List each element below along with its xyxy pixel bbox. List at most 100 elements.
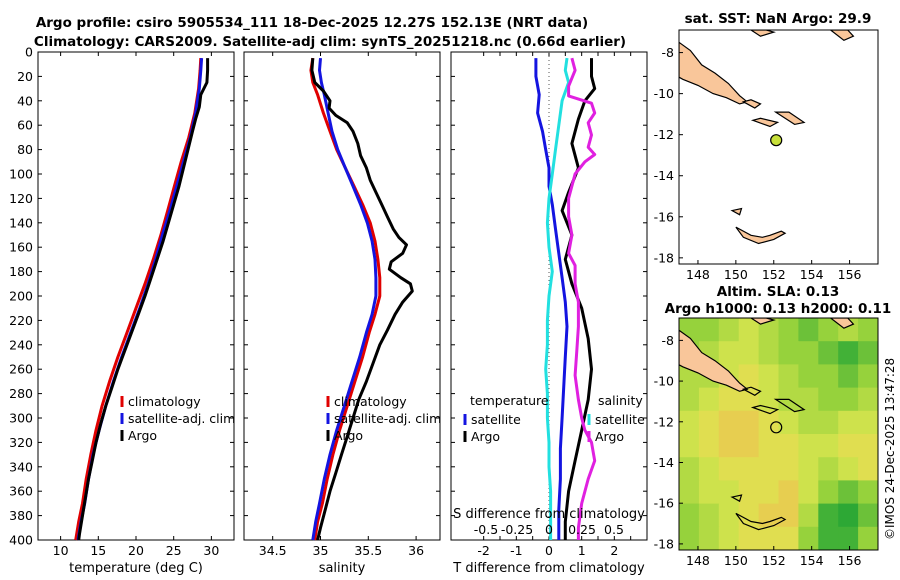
sla-cell <box>738 387 760 412</box>
island-coast <box>750 117 780 128</box>
xtick-label: 15 <box>90 543 106 558</box>
map-xtick-label: 156 <box>838 267 862 282</box>
ytick-label: 240 <box>9 337 33 352</box>
sla-cell <box>698 457 720 481</box>
sla-land <box>679 318 855 531</box>
series-line-satellite-adj-clim <box>311 57 378 541</box>
island-coast <box>730 494 743 503</box>
sla-argo-marker <box>770 421 783 434</box>
island-coast <box>730 207 743 216</box>
salinity-ticks: 34.5 35 35.5 36 <box>244 51 440 558</box>
xtick-label: 25 <box>166 543 182 558</box>
sla-cell <box>818 434 839 458</box>
sla-cell <box>698 387 720 412</box>
xtick-label: 2 <box>610 543 618 558</box>
sla-cell <box>718 480 740 505</box>
sla-cell <box>858 526 878 550</box>
map-xtick-label: 148 <box>686 553 710 568</box>
sla-cell <box>778 434 799 458</box>
island-coast <box>773 398 806 413</box>
sla-cell <box>758 434 780 458</box>
legend-label: satellite-adj. clim <box>334 411 441 426</box>
sla-cell <box>718 410 740 435</box>
island-coast <box>749 318 776 325</box>
island-coast <box>735 512 787 531</box>
ytick-label: 180 <box>9 264 33 279</box>
series-line-salinity-satellite <box>544 57 571 540</box>
sla-cell <box>698 318 720 342</box>
island-coast <box>750 404 780 415</box>
sla-cell <box>778 526 799 550</box>
island-coast <box>749 30 776 37</box>
island-coast <box>741 386 762 397</box>
legend-label: Argo <box>128 428 157 443</box>
ytick-label: 320 <box>9 435 33 450</box>
ytick-label: 260 <box>9 362 33 377</box>
temperature-ticks: 0 20 40 60 80 100 120 140 160 180 200 220 240 260 280 3… <box>9 45 234 558</box>
ytick-label: 360 <box>9 484 33 499</box>
xtick-label: 36 <box>408 543 424 558</box>
sla-cell <box>838 364 859 389</box>
salinity-xlabel: salinity <box>319 561 366 576</box>
island-coast <box>829 30 855 41</box>
ytick-label: 160 <box>9 240 33 255</box>
sla-cell <box>758 410 780 435</box>
sla-cell <box>778 503 799 528</box>
ytick-label: 0 <box>25 45 33 60</box>
sla-cell <box>738 434 760 458</box>
sla-cell <box>738 341 760 365</box>
map-xtick-label: 148 <box>686 267 710 282</box>
map-ytick-label: -14 <box>654 455 674 470</box>
sla-cell <box>758 503 780 528</box>
temperature-legend: climatology satellite-adj. clim Argo <box>120 394 235 443</box>
sla-cell <box>858 480 878 505</box>
map-ytick-label: -10 <box>654 374 674 389</box>
sla-cell <box>818 364 839 389</box>
map-xtick-label: 150 <box>724 267 748 282</box>
sla-cell <box>858 410 878 435</box>
sla-cell <box>679 480 700 505</box>
sla-cell <box>758 526 780 550</box>
argo-float-marker <box>770 134 783 147</box>
difference-legend: temperature salinity satellite Argo satellit… <box>463 393 645 444</box>
sla-cell <box>838 480 859 505</box>
salinity-series <box>309 57 414 541</box>
legend-label: satellite <box>471 412 521 427</box>
sla-cell <box>798 434 819 458</box>
sla-cell <box>818 457 839 481</box>
new-guinea-coast <box>679 329 749 392</box>
sla-cell <box>778 480 799 505</box>
sst-map-background <box>679 30 878 264</box>
xtick-label: -1 <box>510 543 522 558</box>
map-ytick-label: -14 <box>654 168 674 183</box>
sla-cell <box>838 410 859 435</box>
legend-label: climatology <box>334 394 407 409</box>
sla-cell <box>778 318 799 342</box>
sst-map-frame <box>678 29 879 265</box>
map-xtick-label: 150 <box>724 553 748 568</box>
sla-cell <box>818 526 839 550</box>
figure-title-line2: Climatology: CARS2009. Satellite-adj cli… <box>34 34 626 50</box>
sla-heatmap <box>679 318 878 550</box>
salinity-axes-frame <box>243 51 441 541</box>
sla-cell <box>718 341 740 365</box>
sla-cell <box>698 480 720 505</box>
xtick-label: 1 <box>578 543 586 558</box>
ytick-label: 20 <box>17 69 33 84</box>
sla-cell <box>778 457 799 481</box>
series-line-temperature-argo <box>560 58 597 540</box>
sla-cell <box>718 434 740 458</box>
sla-cell <box>718 318 740 342</box>
sst-map-panel: sat. SST: NaN Argo: 29.9 148 150 152 154 156… <box>654 11 879 282</box>
sla-cell <box>758 387 780 412</box>
sla-cell <box>778 410 799 435</box>
sla-cell <box>679 526 700 550</box>
series-line-climatology <box>309 57 382 541</box>
sla-map-ticks: 148 150 152 154 156 -8 -10 -12 -14 -16 -18 <box>654 333 862 568</box>
sla-cell <box>738 410 760 435</box>
s-tick-label: 0 <box>545 522 553 537</box>
sla-cell <box>798 387 819 412</box>
ytick-label: 60 <box>17 118 33 133</box>
salinity-legend: climatology satellite-adj. clim Argo <box>326 394 441 443</box>
